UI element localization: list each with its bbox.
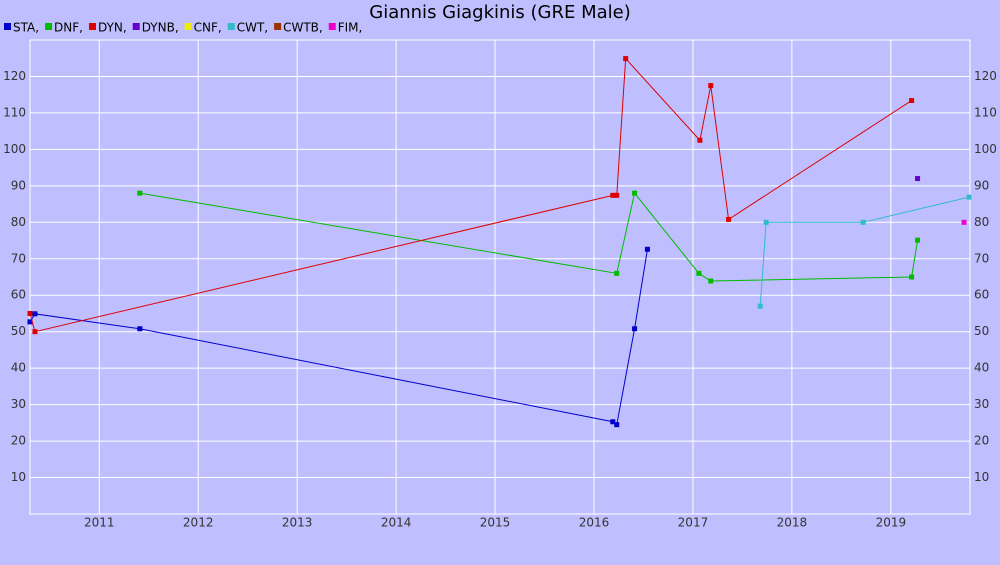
y-tick-label: 50 — [11, 324, 26, 338]
x-tick-label: 2012 — [183, 516, 214, 530]
data-point — [614, 192, 620, 198]
legend-swatch — [132, 23, 140, 30]
y-tick-label: 60 — [11, 288, 26, 302]
data-point — [909, 98, 915, 104]
plot-area — [29, 39, 971, 515]
data-point — [632, 326, 638, 332]
legend-label: FIM, — [338, 21, 363, 35]
data-point — [32, 311, 38, 317]
y2-tick-label: 100 — [974, 142, 997, 156]
x-tick-label: 2016 — [579, 516, 610, 530]
legend-label: DNF, — [54, 21, 83, 35]
data-point — [909, 274, 915, 280]
y-tick-label: 80 — [11, 215, 26, 229]
x-tick-label: 2013 — [282, 516, 313, 530]
y2-tick-label: 70 — [974, 251, 989, 265]
legend-swatch — [328, 23, 336, 30]
legend-swatch — [4, 23, 11, 30]
data-point — [696, 270, 702, 276]
data-point — [708, 278, 714, 284]
data-point — [27, 310, 33, 316]
x-tick-label: 2014 — [381, 516, 412, 530]
x-tick-label: 2015 — [480, 516, 511, 530]
series-line — [759, 196, 970, 307]
y-tick-label: 120 — [3, 69, 26, 83]
legend-label: CWT, — [237, 21, 268, 35]
y2-tick-label: 40 — [974, 361, 989, 375]
y2-tick-label: 60 — [974, 288, 989, 302]
y2-tick-label: 20 — [974, 434, 989, 448]
data-point — [757, 303, 763, 309]
legend-label: DYN, — [98, 21, 127, 35]
data-point — [614, 422, 620, 428]
y2-tick-label: 120 — [974, 69, 997, 83]
y-tick-label: 70 — [11, 251, 26, 265]
data-point — [27, 319, 33, 325]
y-tick-label: 40 — [11, 361, 26, 375]
data-point — [137, 326, 143, 332]
y2-tick-label: 90 — [974, 178, 989, 192]
chart-title: Giannis Giagkinis (GRE Male) — [369, 2, 630, 23]
data-point — [961, 219, 967, 225]
legend-swatch — [88, 23, 96, 30]
data-point — [763, 219, 769, 225]
y2-tick-label: 30 — [974, 397, 989, 411]
data-point — [610, 192, 616, 198]
data-point — [860, 219, 866, 225]
y2-tick-label: 10 — [974, 470, 989, 484]
legend-swatch — [227, 23, 235, 30]
data-point — [726, 216, 732, 222]
data-point — [708, 83, 714, 89]
data-point — [966, 194, 972, 200]
legend-label: STA, — [13, 21, 39, 35]
legend-swatch — [45, 23, 53, 30]
y-tick-label: 30 — [11, 397, 26, 411]
y2-tick-label: 80 — [974, 215, 989, 229]
data-point — [614, 270, 620, 276]
y2-tick-label: 110 — [974, 105, 997, 119]
legend-label: CNF, — [194, 21, 222, 35]
data-point — [644, 246, 650, 252]
x-tick-label: 2011 — [84, 516, 115, 530]
data-point — [697, 137, 703, 143]
data-point — [137, 190, 143, 196]
legend-swatch — [274, 23, 282, 30]
y-tick-label: 110 — [3, 105, 26, 119]
y2-tick-label: 50 — [974, 324, 989, 338]
x-tick-label: 2017 — [678, 516, 709, 530]
legend-label: CWTB, — [283, 21, 323, 35]
data-point — [915, 237, 921, 243]
y-tick-label: 100 — [3, 142, 26, 156]
y-tick-label: 10 — [11, 470, 26, 484]
data-point — [32, 329, 38, 335]
data-point — [610, 419, 616, 425]
data-point — [632, 190, 638, 196]
x-tick-label: 2019 — [876, 516, 907, 530]
legend-label: DYNB, — [142, 21, 179, 35]
x-tick-label: 2018 — [777, 516, 808, 530]
data-point — [915, 176, 921, 182]
y-tick-label: 90 — [11, 178, 26, 192]
y-tick-label: 20 — [11, 434, 26, 448]
data-point — [623, 56, 629, 62]
legend-swatch — [184, 23, 192, 30]
